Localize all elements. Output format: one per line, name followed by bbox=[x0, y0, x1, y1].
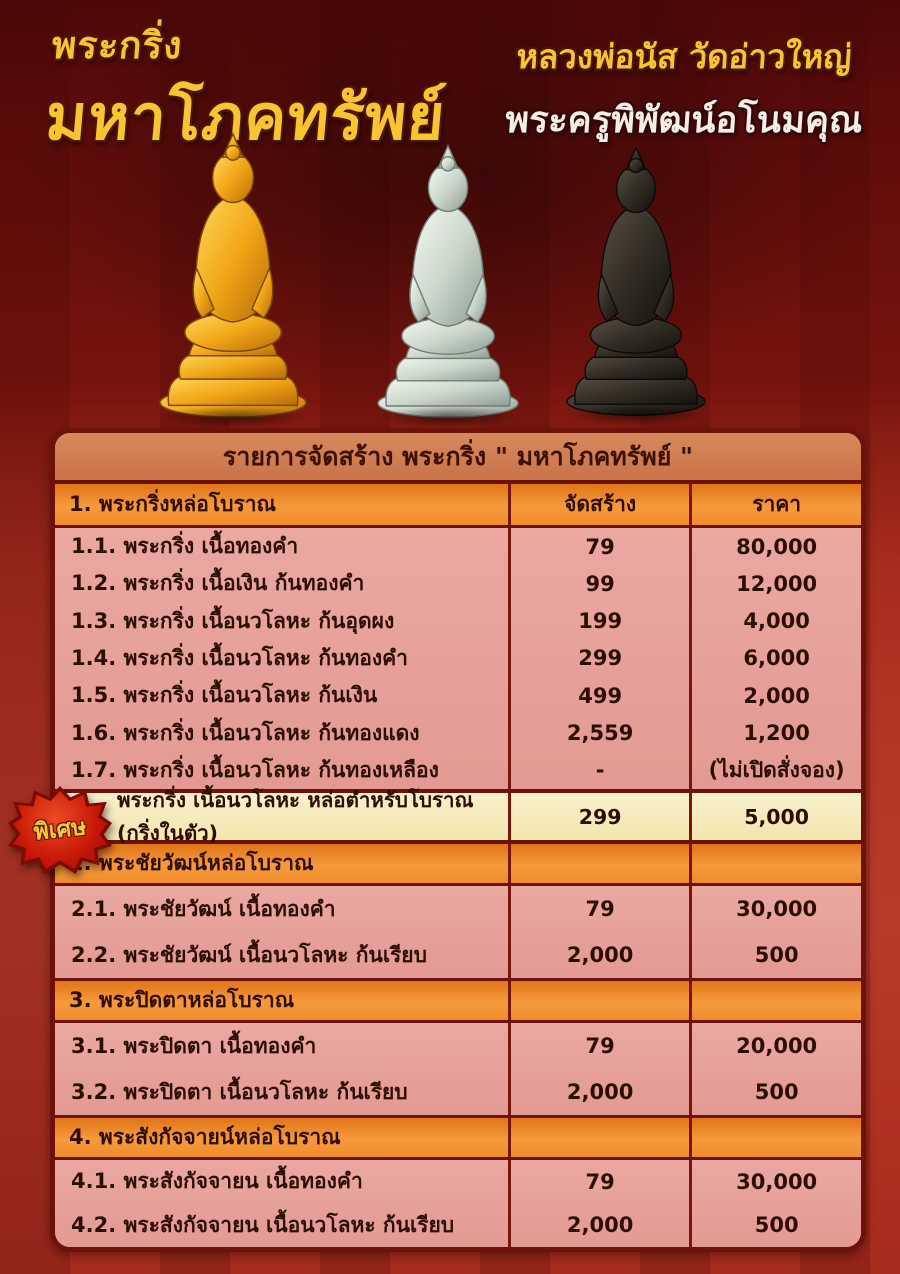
table-row: 1.2. พระกริ่ง เนื้อเงิน ก้นทองคำ 99 12,0… bbox=[55, 565, 861, 603]
table-row: 1.4. พระกริ่ง เนื้อนวโลหะ ก้นทองคำ 299 6… bbox=[55, 639, 861, 678]
gold-buddha-statue bbox=[142, 128, 324, 428]
price-table: รายการจัดสร้าง พระกริ่ง " มหาโภคทรัพย์ "… bbox=[50, 428, 866, 1252]
table-row: 1.6. พระกริ่ง เนื้อนวโลหะ ก้นทองแดง 2,55… bbox=[55, 714, 861, 752]
table-row: 4.2. พระสังกัจจายน เนื้อนวโลหะ ก้นเรียบ … bbox=[55, 1203, 861, 1247]
section-header-4: 4. พระสังกัจจายน์หล่อโบราณ bbox=[55, 1115, 861, 1160]
special-badge: พิเศษ bbox=[8, 786, 112, 874]
section-3-label: 3. พระปิดตาหล่อโบราณ bbox=[69, 988, 295, 1012]
subtitle: หลวงพ่อนัส วัดอ่าวใหญ่ พระครูพิพัฒน์อโนม… bbox=[478, 30, 890, 148]
section-2-label: 2. พระชัยวัฒน์หล่อโบราณ bbox=[69, 851, 314, 875]
table-row: 1.5. พระกริ่ง เนื้อนวโลหะ ก้นเงิน 499 2,… bbox=[55, 677, 861, 715]
table-row: 1.1. พระกริ่ง เนื้อทองคำ 79 80,000 bbox=[55, 528, 861, 566]
table-title: รายการจัดสร้าง พระกริ่ง " มหาโภคทรัพย์ " bbox=[55, 433, 861, 480]
section-3-rows: 3.1. พระปิดตา เนื้อทองคำ 79 20,000 3.2. … bbox=[55, 1023, 861, 1115]
table-row: 1.3. พระกริ่ง เนื้อนวโลหะ ก้นอุดผง 199 4… bbox=[55, 602, 861, 640]
section-header-2: 2. พระชัยวัฒน์หล่อโบราณ bbox=[55, 841, 861, 886]
section-2-rows: 2.1. พระชัยวัฒน์ เนื้อทองคำ 79 30,000 2.… bbox=[55, 886, 861, 978]
section-header-1: 1. พระกริ่งหล่อโบราณ จัดสร้าง ราคา bbox=[55, 480, 861, 528]
section-1-label: 1. พระกริ่งหล่อโบราณ bbox=[69, 492, 277, 516]
section-4-rows: 4.1. พระสังกัจจายน เนื้อทองคำ 79 30,000 … bbox=[55, 1160, 861, 1247]
section-header-3: 3. พระปิดตาหล่อโบราณ bbox=[55, 978, 861, 1023]
table-row: 3.1. พระปิดตา เนื้อทองคำ 79 20,000 bbox=[55, 1023, 861, 1069]
special-row: พระกริ่ง เนื้อนวโลหะ หล่อตำหรับโบราณ (กร… bbox=[55, 788, 861, 845]
table-row: 3.2. พระปิดตา เนื้อนวโลหะ ก้นเรียบ 2,000… bbox=[55, 1069, 861, 1115]
column-header-qty: จัดสร้าง bbox=[507, 484, 689, 525]
section-4-label: 4. พระสังกัจจายน์หล่อโบราณ bbox=[69, 1125, 341, 1149]
subtitle-temple: หลวงพ่อนัส วัดอ่าวใหญ่ bbox=[515, 37, 853, 76]
table-row: 1.7. พระกริ่ง เนื้อนวโลหะ ก้นทองเหลือง -… bbox=[55, 751, 861, 789]
subtitle-monk-title: พระครูพิพัฒน์อโนมคุณ bbox=[503, 100, 864, 141]
bronze-buddha-statue bbox=[552, 142, 720, 426]
silver-buddha-statue bbox=[362, 140, 534, 428]
column-header-price: ราคา bbox=[689, 484, 861, 525]
table-row: 4.1. พระสังกัจจายน เนื้อทองคำ 79 30,000 bbox=[55, 1160, 861, 1204]
special-badge-label: พิเศษ bbox=[32, 814, 88, 846]
table-row: 2.1. พระชัยวัฒน์ เนื้อทองคำ 79 30,000 bbox=[55, 886, 861, 932]
table-row: 2.2. พระชัยวัฒน์ เนื้อนวโลหะ ก้นเรียบ 2,… bbox=[55, 932, 861, 978]
section-1-rows: 1.1. พระกริ่ง เนื้อทองคำ 79 80,000 1.2. … bbox=[55, 528, 861, 789]
